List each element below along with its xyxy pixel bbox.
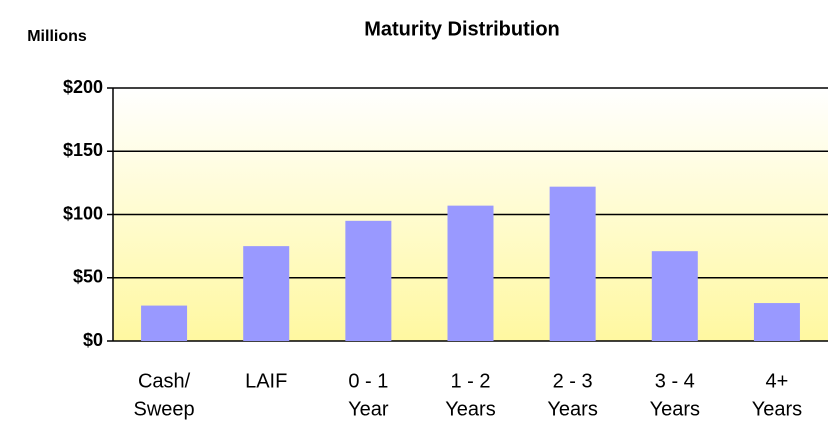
bar [549,186,596,341]
y-axis-label: Millions [27,28,87,45]
x-tick-label: 1 - 2 [450,370,490,392]
bar [447,205,494,341]
y-tick-label: $200 [63,77,103,97]
x-tick-label: Sweep [133,398,194,420]
x-tick-label: Years [650,398,700,420]
bar [651,251,698,341]
y-tick-label: $100 [63,203,103,223]
y-tick-label: $150 [63,140,103,160]
x-tick-label: Years [445,398,495,420]
x-tick-label: 3 - 4 [655,370,695,392]
x-tick-label: Year [348,398,389,420]
chart-title: Maturity Distribution [364,18,560,40]
x-tick-label: 0 - 1 [348,370,388,392]
bar [345,220,392,341]
bar [141,305,188,341]
x-tick-label: Years [752,398,802,420]
x-tick-label: LAIF [245,370,287,392]
y-tick-label: $50 [73,267,103,287]
x-tick-label: 2 - 3 [553,370,593,392]
bar [753,303,800,341]
x-tick-label: 4+ [766,370,789,392]
bar [243,246,290,341]
x-tick-label: Years [547,398,597,420]
y-tick-label: $0 [83,330,103,350]
x-tick-label: Cash/ [138,370,191,392]
